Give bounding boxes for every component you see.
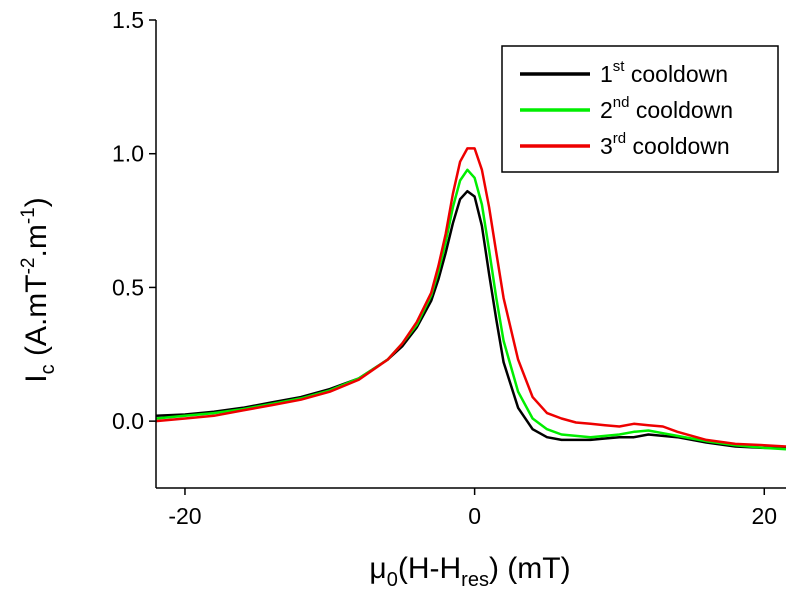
- y-tick-label: 0.0: [112, 408, 144, 434]
- y-axis-label-base: I: [20, 374, 53, 382]
- legend: 1st cooldown 2nd cooldown 3rd cooldown: [501, 45, 779, 173]
- legend-label-1: 1st cooldown: [600, 58, 728, 87]
- ticks: 0.0 0.5 1.0 1.5 -20 0 20: [112, 7, 777, 529]
- y-axis-label-sup1: -2: [18, 257, 39, 274]
- x-axis-label: μ0(H-Hres) (mT): [369, 552, 570, 590]
- y-axis-label-base-sub: c: [37, 364, 59, 374]
- series-line-2: [155, 168, 787, 451]
- x-axis-label-sub: res: [461, 569, 489, 590]
- series-line-3: [155, 147, 787, 448]
- x-tick-label: 20: [751, 503, 777, 529]
- y-axis-label-end: ): [20, 197, 53, 207]
- legend-label-2: 2nd cooldown: [600, 94, 733, 123]
- y-tick-label: 0.5: [112, 274, 144, 300]
- x-tick-label: -20: [168, 503, 201, 529]
- y-tick-label: 1.5: [112, 7, 144, 33]
- series-layer: [155, 147, 787, 451]
- y-axis-label: Ic (A.mT-2.m-1): [18, 197, 59, 382]
- x-tick-label: 0: [468, 503, 481, 529]
- axes: [155, 20, 786, 489]
- x-axis-label-mu: μ: [369, 552, 386, 585]
- x-axis-label-end: ) (mT): [489, 552, 571, 585]
- legend-label-3: 3rd cooldown: [600, 130, 730, 159]
- y-axis-label-sup2: -1: [18, 207, 39, 224]
- x-axis-label-mid: (H-H: [398, 552, 461, 585]
- y-tick-label: 1.0: [112, 141, 144, 167]
- y-axis-label-mid2: .m: [20, 224, 53, 257]
- y-axis-label-mid: (A.mT: [20, 274, 53, 364]
- x-axis-label-mu-sub: 0: [387, 569, 398, 590]
